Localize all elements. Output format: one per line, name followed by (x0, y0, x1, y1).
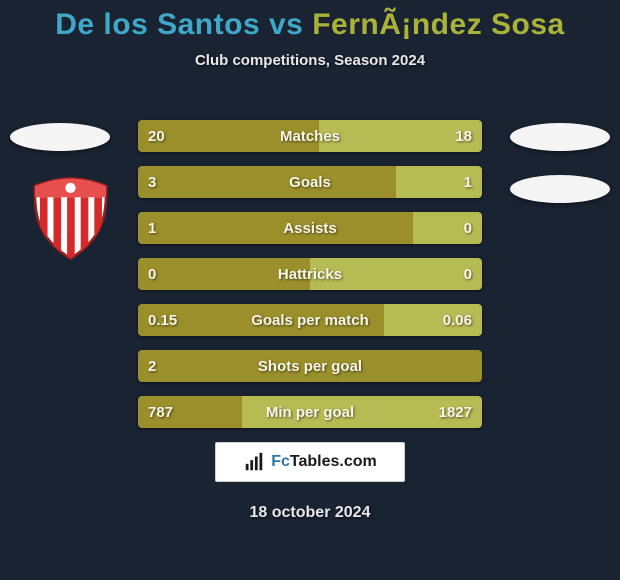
brand-logo[interactable]: FcTables.com (215, 442, 405, 482)
stat-bar-left (138, 258, 310, 290)
stat-bar-left (138, 166, 396, 198)
stat-row: Goals31 (138, 166, 482, 198)
stat-row: Min per goal7871827 (138, 396, 482, 428)
page-title: De los Santos vs FernÃ¡ndez Sosa (0, 0, 620, 42)
player1-avatar-placeholder (10, 123, 110, 151)
stat-bar-left (138, 212, 413, 244)
footer-date: 18 october 2024 (0, 504, 620, 522)
stat-bar-right (384, 304, 482, 336)
stat-bar-left (138, 396, 242, 428)
stat-bars-container: Matches2018 Goals31 Assists10 Hattricks00 Go… (138, 120, 482, 442)
title-player2: FernÃ¡ndez Sosa (312, 8, 565, 41)
stat-bar-right (396, 166, 482, 198)
stat-bar-left (138, 120, 319, 152)
stat-row: Assists10 (138, 212, 482, 244)
stat-bar-left (138, 304, 384, 336)
stat-bar-left (138, 350, 482, 382)
player2-club-placeholder (510, 175, 610, 203)
stat-bar-right (310, 258, 482, 290)
stat-bar-right (413, 212, 482, 244)
chart-icon (243, 451, 265, 473)
title-vs: vs (260, 8, 312, 41)
brand-suffix: Tables.com (290, 453, 377, 470)
subtitle: Club competitions, Season 2024 (0, 52, 620, 69)
title-player1: De los Santos (55, 8, 260, 41)
player2-avatar-placeholder (510, 123, 610, 151)
stat-row: Goals per match0.150.06 (138, 304, 482, 336)
brand-text: FcTables.com (271, 453, 377, 471)
stat-row: Hattricks00 (138, 258, 482, 290)
player1-club-badge (28, 176, 113, 261)
brand-prefix: Fc (271, 453, 290, 470)
stat-row: Matches2018 (138, 120, 482, 152)
stat-bar-right (242, 396, 482, 428)
stat-bar-right (319, 120, 482, 152)
stat-row: Shots per goal2 (138, 350, 482, 382)
